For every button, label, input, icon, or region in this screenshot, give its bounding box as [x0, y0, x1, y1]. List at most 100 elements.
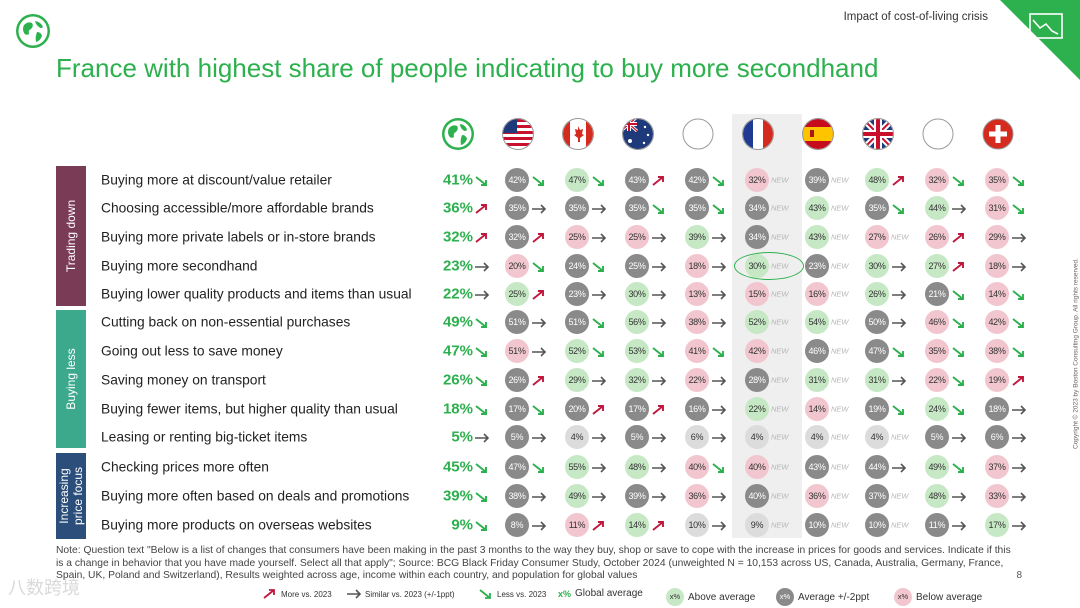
value-bubble: 40%: [745, 484, 769, 508]
row-label: Checking prices more often: [101, 459, 269, 475]
arrow-right-icon: [711, 431, 727, 443]
arrow-right-icon: [1011, 490, 1027, 502]
arrow-down-icon: [951, 316, 967, 328]
arrow-right-icon: [651, 231, 667, 243]
value-bubble: 24%: [565, 254, 589, 278]
value-bubble: 50%: [865, 310, 889, 334]
value-bubble: 27%: [865, 225, 889, 249]
arrow-up-icon: [263, 589, 275, 599]
value-bubble: 40%: [745, 455, 769, 479]
value-bubble: 8%: [505, 513, 529, 537]
value-bubble: 25%: [565, 225, 589, 249]
value-bubble: 48%: [625, 455, 649, 479]
value-bubble: 11%: [565, 513, 589, 537]
arrow-right-icon: [591, 288, 607, 300]
spain-flag-icon: [802, 118, 834, 150]
value-bubble: 51%: [505, 339, 529, 363]
arrow-down-icon: [474, 345, 490, 357]
value-bubble: 38%: [685, 310, 709, 334]
value-bubble: 38%: [505, 484, 529, 508]
value-bubble: 20%: [505, 254, 529, 278]
arrow-down-icon: [1011, 202, 1027, 214]
value-bubble: 52%: [565, 339, 589, 363]
value-bubble: 38%: [985, 339, 1009, 363]
switzerland-flag-icon: [982, 118, 1014, 150]
new-tag: NEW: [831, 261, 849, 271]
arrow-right-icon: [711, 231, 727, 243]
value-bubble: 30%: [865, 254, 889, 278]
global-value: 47%: [442, 342, 473, 360]
arrow-down-icon: [474, 519, 490, 531]
us-flag-icon: [502, 118, 534, 150]
value-bubble: 14%: [985, 282, 1009, 306]
new-tag: NEW: [831, 404, 849, 414]
arrow-right-icon: [951, 519, 967, 531]
value-bubble: 48%: [865, 168, 889, 192]
arrow-right-icon: [531, 519, 547, 531]
value-bubble: 43%: [805, 196, 829, 220]
value-bubble: 41%: [685, 339, 709, 363]
value-bubble: 36%: [685, 484, 709, 508]
group-price-focus: Increasing price focus: [56, 453, 86, 539]
uk-flag-icon: [862, 118, 894, 150]
arrow-right-icon: [891, 288, 907, 300]
legend-global: x% Global average: [558, 588, 643, 599]
arrow-down-icon: [474, 461, 490, 473]
new-tag: NEW: [771, 289, 789, 299]
row-label: Buying lower quality products and items …: [101, 286, 412, 302]
value-bubble: 26%: [505, 368, 529, 392]
value-bubble: 14%: [625, 513, 649, 537]
arrow-right-icon: [651, 461, 667, 473]
arrow-down-icon: [474, 374, 490, 386]
value-bubble: 25%: [505, 282, 529, 306]
value-bubble: 53%: [625, 339, 649, 363]
arrow-right-icon: [891, 260, 907, 272]
new-tag: NEW: [771, 404, 789, 414]
globe-logo-icon: [16, 14, 50, 48]
arrow-down-icon: [951, 345, 967, 357]
france-flag-icon: [742, 118, 774, 150]
arrow-right-icon: [651, 431, 667, 443]
arrow-up-icon: [651, 519, 667, 531]
value-bubble: 9%: [745, 513, 769, 537]
canada-flag-icon: [562, 118, 594, 150]
legend-average: x% Average +/-2ppt: [776, 588, 869, 606]
value-bubble: 18%: [985, 254, 1009, 278]
global-value: 41%: [442, 171, 473, 189]
value-bubble: 42%: [505, 168, 529, 192]
value-bubble: 29%: [565, 368, 589, 392]
row-label: Buying more at discount/value retailer: [101, 172, 332, 188]
global-value: 18%: [442, 400, 473, 418]
arrow-right-icon: [651, 316, 667, 328]
value-bubble: 4%: [805, 425, 829, 449]
arrow-right-icon: [1011, 260, 1027, 272]
value-bubble: 31%: [805, 368, 829, 392]
global-value: 39%: [442, 487, 473, 505]
arrow-up-icon: [591, 403, 607, 415]
arrow-down-icon: [951, 374, 967, 386]
arrow-down-icon: [474, 174, 490, 186]
value-bubble: 39%: [685, 225, 709, 249]
value-bubble: 31%: [865, 368, 889, 392]
arrow-right-icon: [1011, 403, 1027, 415]
arrow-right-icon: [531, 202, 547, 214]
arrow-right-icon: [711, 519, 727, 531]
group-trading-down: Trading down: [56, 166, 86, 306]
watermark: 八数跨境: [8, 578, 80, 598]
arrow-right-icon: [591, 461, 607, 473]
global-value: 45%: [442, 458, 473, 476]
global-value: 23%: [442, 257, 473, 275]
value-bubble: 22%: [925, 368, 949, 392]
arrow-right-icon: [474, 431, 490, 443]
row-label: Buying more products on overseas website…: [101, 517, 372, 533]
value-bubble: 35%: [865, 196, 889, 220]
value-bubble: 32%: [925, 168, 949, 192]
arrow-down-icon: [1011, 316, 1027, 328]
value-bubble: 42%: [745, 339, 769, 363]
new-tag: NEW: [831, 175, 849, 185]
value-bubble: 35%: [625, 196, 649, 220]
new-tag: NEW: [891, 232, 909, 242]
value-bubble: 42%: [685, 168, 709, 192]
arrow-right-icon: [711, 288, 727, 300]
arrow-right-icon: [711, 316, 727, 328]
